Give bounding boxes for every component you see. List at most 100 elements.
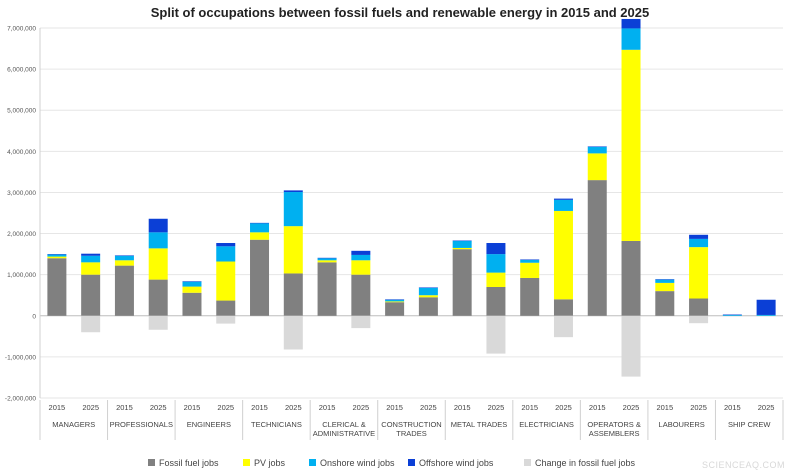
- x-year-label: 2025: [82, 403, 99, 412]
- y-tick-label: 1,000,000: [7, 272, 36, 279]
- bar-segment: [452, 240, 472, 242]
- bar-segment: [418, 297, 438, 316]
- bar-segment: [418, 287, 438, 288]
- bar-segment: [283, 190, 303, 193]
- legend-swatch: [524, 459, 531, 466]
- bar-segment: [486, 272, 506, 287]
- bar-segment: [250, 222, 270, 224]
- bar-segment: [655, 282, 675, 292]
- bar-segment: [722, 314, 742, 316]
- bar-segment: [216, 315, 236, 324]
- y-tick-label: 6,000,000: [7, 67, 36, 74]
- legend-label: PV jobs: [254, 458, 286, 468]
- bar-segment: [216, 261, 236, 301]
- x-axis: 2015 2025 MANAGERS 2015 2025 PROFESSIONALS 201…: [39, 400, 784, 440]
- y-tick-label: 2,000,000: [7, 231, 36, 238]
- x-year-label: 2025: [555, 403, 572, 412]
- bar-segment: [553, 198, 573, 200]
- bar-segment: [182, 281, 202, 287]
- bar-segment: [182, 281, 202, 282]
- x-category-label: ASSEMBLERS: [589, 429, 640, 438]
- x-year-label: 2015: [724, 403, 741, 412]
- bar-segment: [148, 315, 168, 330]
- bar-segment: [689, 315, 709, 324]
- bar-segment: [418, 287, 438, 296]
- x-year-label: 2025: [488, 403, 505, 412]
- bar-segment: [283, 315, 303, 350]
- x-category-label: OPERATORS &: [587, 420, 641, 429]
- bar-segment: [81, 255, 101, 263]
- x-year-label: 2025: [420, 403, 437, 412]
- bar-segment: [81, 274, 101, 316]
- chart-title: Split of occupations between fossil fuel…: [151, 5, 649, 20]
- bar-segment: [250, 239, 270, 316]
- x-category-label: ELECTRICIANS: [519, 420, 574, 429]
- legend-swatch: [309, 459, 316, 466]
- bar-segment: [587, 153, 607, 181]
- bar-segment: [553, 315, 573, 338]
- x-year-label: 2025: [150, 403, 167, 412]
- x-year-label: 2015: [589, 403, 606, 412]
- x-year-label: 2025: [352, 403, 369, 412]
- legend-label: Change in fossil fuel jobs: [535, 458, 636, 468]
- bar-segment: [655, 279, 675, 280]
- x-year-label: 2015: [521, 403, 538, 412]
- x-category-label: SHIP CREW: [728, 420, 771, 429]
- x-year-label: 2015: [251, 403, 268, 412]
- legend: Fossil fuel jobs PV jobs Onshore wind jobs…: [148, 458, 636, 468]
- x-category-label: TRADES: [396, 429, 426, 438]
- watermark: SCIENCEAQ.COM: [702, 460, 785, 470]
- y-tick-label: 7,000,000: [7, 26, 36, 33]
- x-category-label: TECHNICIANS: [251, 420, 302, 429]
- bar-segment: [452, 240, 472, 248]
- bar-segment: [317, 258, 337, 261]
- bar-segment: [182, 292, 202, 316]
- legend-swatch: [243, 459, 250, 466]
- bars: [47, 18, 776, 377]
- y-tick-label: -1,000,000: [5, 354, 36, 361]
- x-year-label: 2015: [319, 403, 336, 412]
- bar-segment: [756, 314, 776, 316]
- y-tick-label: 4,000,000: [7, 149, 36, 156]
- bar-segment: [114, 265, 134, 316]
- bar-segment: [216, 243, 236, 247]
- bar-segment: [81, 315, 101, 333]
- x-year-label: 2015: [656, 403, 673, 412]
- bar-segment: [689, 298, 709, 316]
- y-tick-label: 3,000,000: [7, 190, 36, 197]
- legend-label: Onshore wind jobs: [320, 458, 395, 468]
- bar-segment: [317, 260, 337, 263]
- bar-segment: [385, 299, 405, 300]
- bar-segment: [114, 255, 134, 261]
- bar-segment: [655, 291, 675, 316]
- x-year-label: 2015: [184, 403, 201, 412]
- bar-segment: [317, 257, 337, 259]
- legend-label: Offshore wind jobs: [419, 458, 494, 468]
- bar-segment: [283, 273, 303, 316]
- legend-label: Fossil fuel jobs: [159, 458, 219, 468]
- bar-segment: [553, 299, 573, 316]
- bar-segment: [621, 315, 641, 377]
- x-category-label: MANAGERS: [52, 420, 95, 429]
- bar-segment: [351, 274, 371, 316]
- bar-segment: [452, 247, 472, 250]
- bar-segment: [418, 295, 438, 298]
- y-tick-label: -2,000,000: [5, 396, 36, 403]
- x-year-label: 2025: [690, 403, 707, 412]
- bar-segment: [621, 28, 641, 50]
- x-year-label: 2015: [49, 403, 66, 412]
- x-year-label: 2015: [116, 403, 133, 412]
- bar-segment: [47, 254, 67, 257]
- bar-segment: [587, 146, 607, 147]
- bar-segment: [148, 279, 168, 316]
- bar-segment: [385, 301, 405, 303]
- bar-segment: [553, 210, 573, 300]
- x-year-label: 2015: [454, 403, 471, 412]
- bar-segment: [216, 246, 236, 262]
- bar-segment: [689, 247, 709, 299]
- bar-segment: [351, 254, 371, 261]
- x-year-label: 2025: [217, 403, 234, 412]
- bar-segment: [621, 240, 641, 316]
